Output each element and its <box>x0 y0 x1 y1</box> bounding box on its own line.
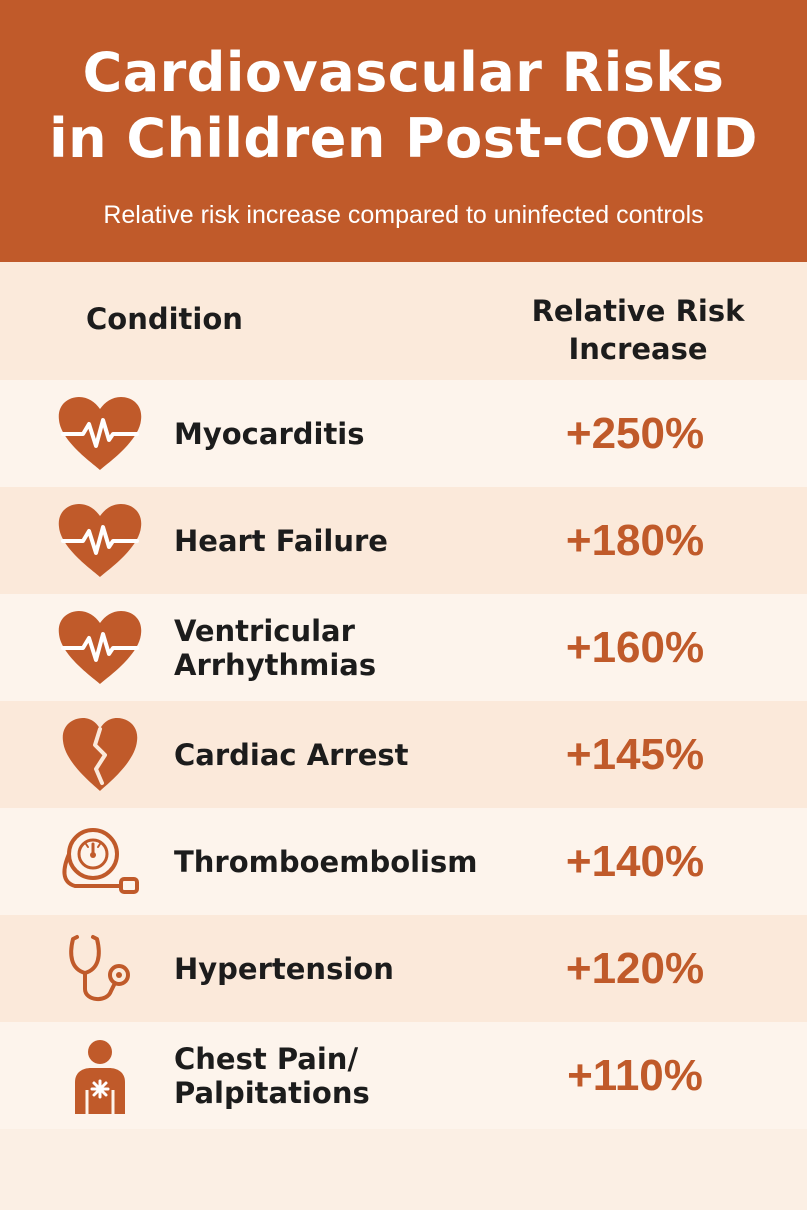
stethoscope-icon <box>55 931 145 1007</box>
condition-label: Myocarditis <box>174 416 365 451</box>
column-header-row: Condition Relative Risk Increase <box>0 262 807 380</box>
footer-band <box>0 1134 807 1210</box>
table-row: Myocarditis +250% <box>0 380 807 487</box>
page-subtitle: Relative risk increase compared to uninf… <box>103 201 704 229</box>
table-row: Hypertension +120% <box>0 915 807 1022</box>
condition-label: Cardiac Arrest <box>174 737 409 772</box>
header-banner: Cardiovascular Risks in Children Post-CO… <box>0 0 807 262</box>
column-header-risk-line-2: Increase <box>568 332 708 366</box>
broken-heart-icon <box>55 717 145 793</box>
table-row: Heart Failure +180% <box>0 487 807 594</box>
risk-value: +145% <box>565 729 705 779</box>
risk-value: +160% <box>565 622 705 672</box>
table-row: Ventricular Arrhythmias +160% <box>0 594 807 701</box>
risk-value: +180% <box>565 515 705 565</box>
condition-label: Chest Pain/ Palpitations <box>174 1041 370 1110</box>
column-header-risk: Relative Risk Increase <box>500 292 776 368</box>
title-line-2: in Children Post-COVID <box>49 107 758 170</box>
heart-pulse-icon <box>55 396 145 472</box>
heart-pulse-icon <box>55 503 145 579</box>
condition-label: Ventricular Arrhythmias <box>174 613 377 682</box>
chest-pain-person-icon <box>55 1038 145 1114</box>
risk-value: +110% <box>567 1050 703 1100</box>
risk-value: +250% <box>565 408 705 458</box>
page-title: Cardiovascular Risks in Children Post-CO… <box>0 40 807 172</box>
table-row: Cardiac Arrest +145% <box>0 701 807 808</box>
condition-label: Thromboembolism <box>174 844 478 879</box>
table-row: Thromboembolism +140% <box>0 808 807 915</box>
condition-label: Hypertension <box>174 951 394 986</box>
title-line-1: Cardiovascular Risks <box>82 41 725 104</box>
risk-table: Myocarditis +250% Heart Failure +180% <box>0 380 807 1129</box>
heart-pulse-icon <box>55 610 145 686</box>
condition-label: Heart Failure <box>174 523 388 558</box>
column-header-condition: Condition <box>86 302 243 336</box>
table-row: Chest Pain/ Palpitations +110% <box>0 1022 807 1129</box>
blood-pressure-cuff-icon <box>55 824 145 900</box>
risk-value: +120% <box>565 943 705 993</box>
column-header-risk-line-1: Relative Risk <box>531 294 745 328</box>
risk-value: +140% <box>565 836 705 886</box>
